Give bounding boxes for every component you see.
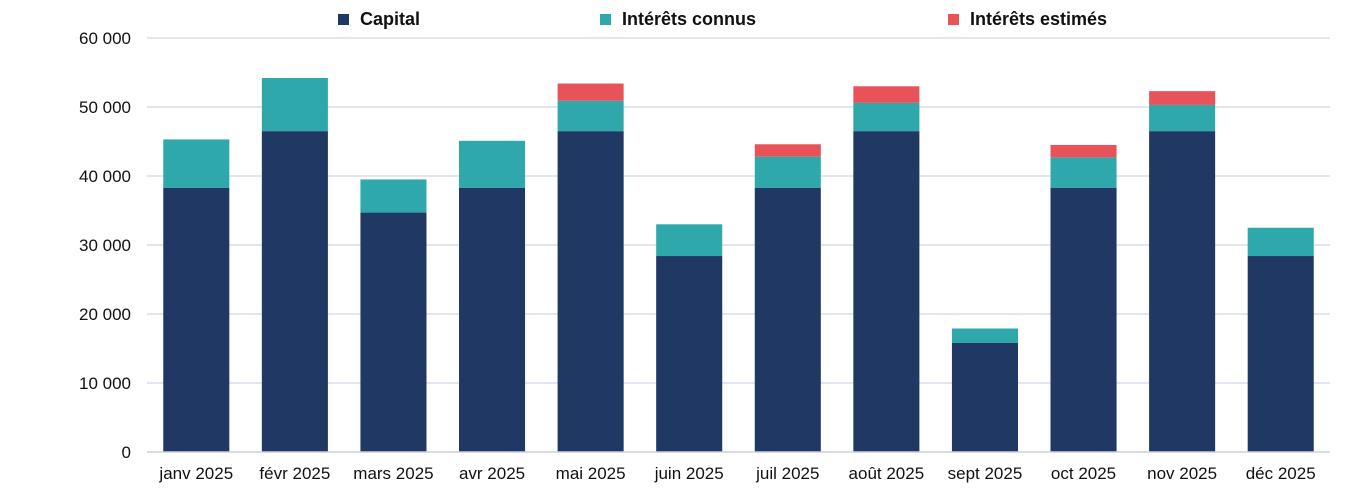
x-tick-label: oct 2025 [1051, 464, 1116, 483]
bar-segment-capital [951, 342, 1018, 452]
bar-segment-capital [754, 187, 821, 453]
y-tick-label: 50 000 [79, 98, 131, 117]
x-tick-label: déc 2025 [1246, 464, 1316, 483]
bar-segment-capital [1149, 131, 1216, 452]
bar-segment-int-r-ts-connus [951, 328, 1018, 343]
y-tick-label: 10 000 [79, 374, 131, 393]
bar-segment-capital [163, 187, 230, 453]
bar-segment-int-r-ts-connus [1247, 227, 1314, 257]
bar-segment-int-r-ts-estim-s [754, 144, 821, 157]
bars [163, 78, 1314, 453]
y-tick-label: 20 000 [79, 305, 131, 324]
bar-segment-int-r-ts-connus [1050, 157, 1117, 188]
bar-segment-int-r-ts-connus [459, 140, 526, 188]
legend-swatch [600, 14, 611, 25]
bar-stack [1247, 227, 1314, 452]
x-tick-label: avr 2025 [459, 464, 525, 483]
bar-segment-capital [656, 256, 723, 452]
y-tick-label: 0 [122, 443, 131, 462]
bar-segment-int-r-ts-connus [1149, 104, 1216, 132]
bar-segment-int-r-ts-connus [261, 78, 328, 132]
bar-segment-capital [1050, 187, 1117, 453]
bar-stack [1050, 144, 1117, 453]
bar-segment-capital [261, 131, 328, 452]
x-tick-label: janv 2025 [158, 464, 233, 483]
bar-segment-int-r-ts-connus [853, 102, 920, 132]
gridlines [147, 37, 1330, 384]
x-tick-label: nov 2025 [1147, 464, 1217, 483]
bar-segment-int-r-ts-connus [163, 139, 230, 188]
bar-segment-int-r-ts-connus [360, 179, 427, 213]
x-tick-label: juin 2025 [654, 464, 724, 483]
bar-segment-int-r-ts-connus [754, 156, 821, 188]
bar-segment-capital [1247, 256, 1314, 452]
bar-segment-capital [853, 131, 920, 452]
y-tick-label: 60 000 [79, 29, 131, 48]
bar-segment-capital [557, 131, 624, 452]
bar-stack [163, 139, 230, 453]
bar-segment-int-r-ts-estim-s [853, 86, 920, 103]
x-tick-label: mai 2025 [556, 464, 626, 483]
bar-stack [853, 86, 920, 452]
legend-label: Capital [360, 9, 420, 29]
bar-stack [557, 83, 624, 452]
bar-segment-int-r-ts-connus [656, 224, 723, 257]
bar-stack [1149, 91, 1216, 452]
bar-segment-int-r-ts-estim-s [1149, 91, 1216, 105]
y-tick-label: 30 000 [79, 236, 131, 255]
legend-item: Capital [338, 9, 420, 29]
x-tick-label: févr 2025 [259, 464, 330, 483]
legend-label: Intérêts connus [622, 9, 756, 29]
legend-swatch [338, 14, 349, 25]
x-tick-label: sept 2025 [948, 464, 1023, 483]
x-tick-label: juil 2025 [755, 464, 819, 483]
y-axis-ticks: 0 10 000 20 000 30 000 40 000 50 000 60 000 [79, 29, 131, 462]
x-axis-ticks: janv 2025 févr 2025 mars 2025 avr 2025 mai 2… [158, 464, 1315, 483]
bar-stack [261, 78, 328, 452]
x-tick-label: août 2025 [849, 464, 925, 483]
bar-segment-int-r-ts-estim-s [1050, 144, 1117, 158]
legend: Capital Intérêts connus Intérêts estimés [338, 9, 1107, 29]
bar-segment-int-r-ts-connus [557, 100, 624, 132]
bar-segment-int-r-ts-estim-s [557, 83, 624, 101]
bar-stack [754, 144, 821, 453]
bar-segment-capital [360, 212, 427, 452]
legend-label: Intérêts estimés [970, 9, 1107, 29]
y-tick-label: 40 000 [79, 167, 131, 186]
bar-stack [360, 179, 427, 452]
bar-stack [459, 140, 526, 453]
bar-segment-capital [459, 187, 526, 453]
legend-item: Intérêts connus [600, 9, 756, 29]
bar-stack [656, 224, 723, 452]
x-tick-label: mars 2025 [353, 464, 433, 483]
legend-swatch [948, 14, 959, 25]
legend-item: Intérêts estimés [948, 9, 1107, 29]
bar-stack [951, 328, 1018, 452]
